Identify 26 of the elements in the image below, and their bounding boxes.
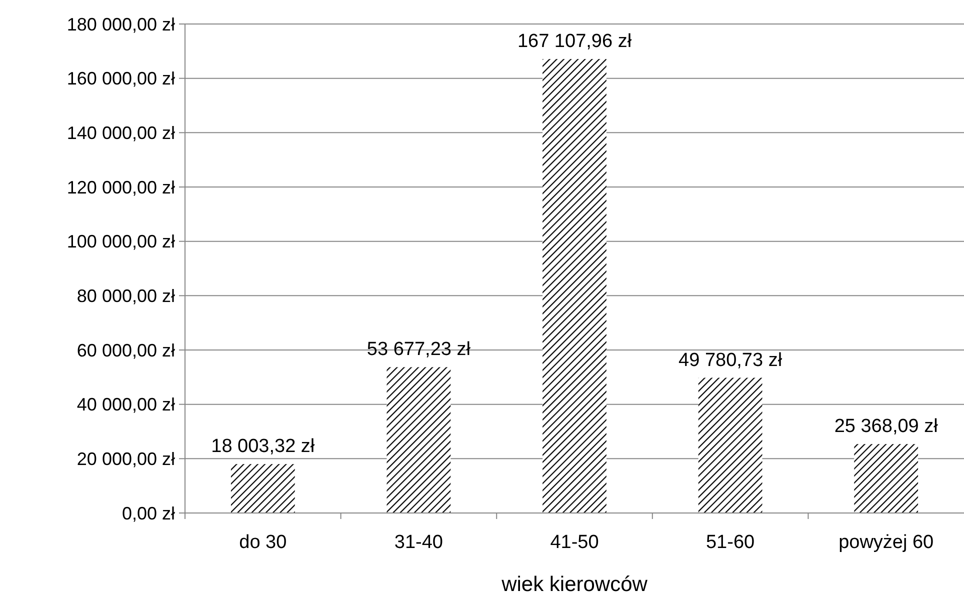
y-tick-label: 180 000,00 zł [66, 14, 175, 34]
x-tick-label: 41-50 [550, 532, 599, 553]
data-label: 49 780,73 zł [678, 350, 783, 371]
y-tick-label: 140 000,00 zł [66, 122, 175, 143]
y-tick-label: 80 000,00 zł [76, 286, 175, 306]
y-tick-label: 160 000,00 zł [66, 68, 175, 89]
bar [854, 444, 918, 513]
data-label: 18 003,32 zł [211, 436, 316, 458]
bar [386, 367, 451, 513]
data-label: 53 677,23 zł [366, 339, 472, 360]
y-tick-label: 60 000,00 zł [76, 340, 175, 360]
data-label: 25 368,09 zł [834, 416, 939, 438]
bar [230, 464, 295, 513]
y-tick-label: 20 000,00 zł [76, 448, 175, 469]
x-tick-label: powyżej 60 [838, 532, 934, 553]
x-tick-label: 51-60 [706, 532, 755, 553]
x-axis-title: wiek kierowców [500, 573, 648, 596]
bar [542, 59, 606, 513]
y-tick-label: 40 000,00 zł [76, 394, 175, 415]
x-tick-label: 31-40 [394, 532, 444, 553]
y-tick-label: 120 000,00 zł [66, 177, 175, 198]
x-tick-label: do 30 [239, 532, 287, 553]
y-tick-label: 100 000,00 zł [66, 232, 175, 252]
y-tick-label: 0,00 zł [122, 503, 175, 524]
data-label: 167 107,96 zł [517, 31, 632, 52]
bar [698, 378, 762, 513]
